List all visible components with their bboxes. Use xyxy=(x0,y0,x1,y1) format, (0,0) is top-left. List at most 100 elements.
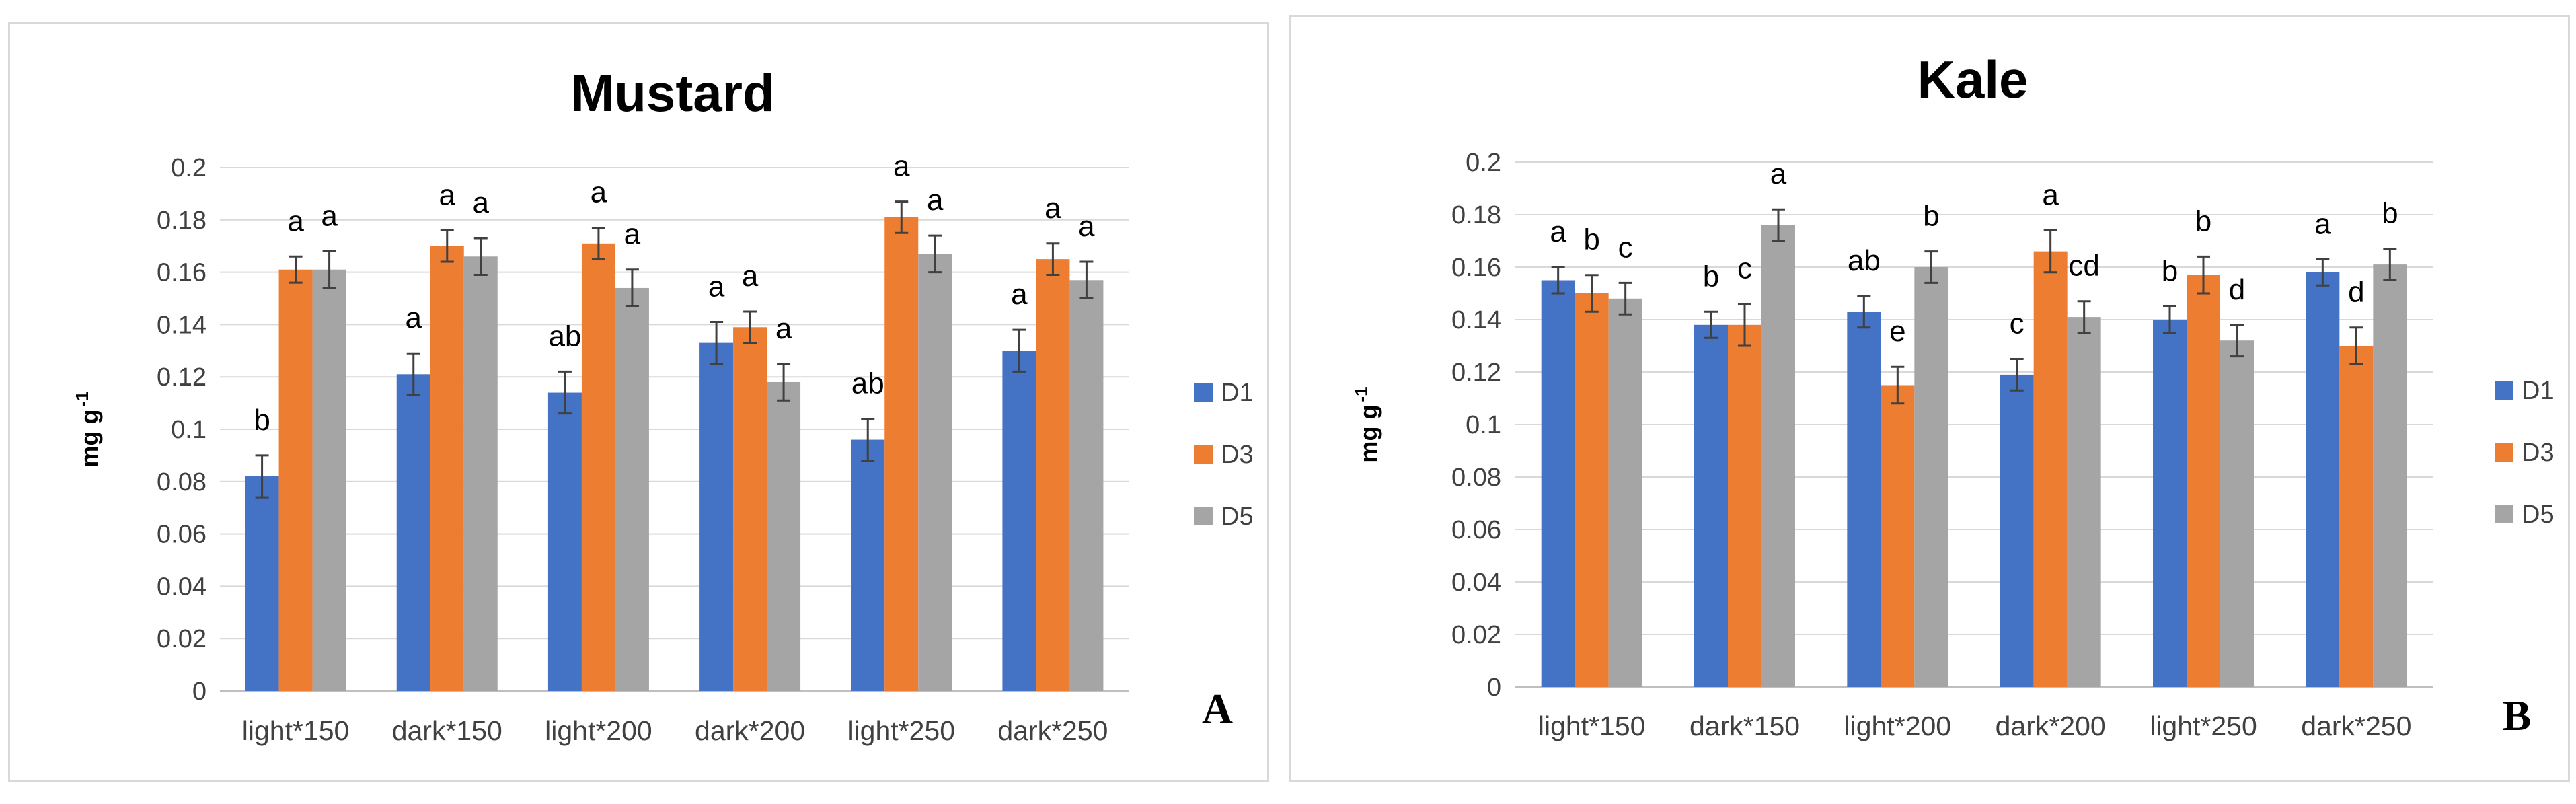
y-axis-label-main: mg g xyxy=(1355,405,1382,463)
x-category-label: light*250 xyxy=(2150,710,2257,741)
y-axis-label-superscript: -1 xyxy=(1351,386,1371,402)
significance-letter: a xyxy=(742,260,759,293)
significance-letter: c xyxy=(1618,231,1633,264)
y-tick-label: 0.02 xyxy=(157,625,206,653)
bar-d5-light-150 xyxy=(1608,298,1642,687)
y-tick-label: 0.1 xyxy=(171,416,206,444)
legend-swatch-d3 xyxy=(1194,445,1213,464)
y-axis-label-superscript: -1 xyxy=(72,391,92,406)
significance-letter: c xyxy=(1737,252,1752,285)
x-category-label: light*150 xyxy=(242,715,350,746)
y-tick-label: 0.04 xyxy=(1451,569,1501,597)
significance-letter: ab xyxy=(548,320,581,353)
bar-d3-dark-250 xyxy=(2339,346,2374,687)
mustard-chart: Mustard 0 0.02 0.04 0.06 0.08 0.1 0.12 0.14 0.16 0… xyxy=(72,63,1254,746)
y-tick-label: 0.08 xyxy=(157,468,206,497)
significance-letter: b xyxy=(254,404,270,437)
bar-d5-dark-250 xyxy=(2373,264,2407,688)
x-category-label: dark*200 xyxy=(1996,710,2106,741)
bar-d3-light-250 xyxy=(2187,275,2220,687)
bar-d3-light-150 xyxy=(278,269,313,692)
y-tick-label: 0 xyxy=(1487,673,1501,702)
bar-d5-dark-200 xyxy=(2067,317,2101,688)
bar-d1-light-250 xyxy=(851,439,885,691)
significance-letter: a xyxy=(473,186,490,219)
kale-chart: Kale 0 0.02 0.04 0.06 0.08 0.1 0.12 0.14 0.16 0.18… xyxy=(1351,50,2554,741)
kale-chart-panel: Kale 0 0.02 0.04 0.06 0.08 0.1 0.12 0.14 0.16 0.18… xyxy=(1289,15,2570,782)
x-category-label: dark*150 xyxy=(1690,710,1800,741)
panel-label: A xyxy=(1202,685,1233,733)
bar-d3-light-150 xyxy=(1575,293,1609,687)
significance-letter: ab xyxy=(1848,244,1881,277)
bar-d1-dark-150 xyxy=(1694,324,1728,687)
significance-letter: d xyxy=(2229,273,2245,306)
significance-letter: ab xyxy=(851,367,884,400)
bar-d1-light-200 xyxy=(1847,312,1881,687)
legend-swatch-d5 xyxy=(2495,505,2513,523)
y-tick-label: 0.16 xyxy=(157,259,206,287)
bar-d5-light-200 xyxy=(1914,267,1948,687)
bar-d1-dark-250 xyxy=(1002,351,1036,691)
y-tick-label: 0.18 xyxy=(157,207,206,235)
y-tick-label: 0 xyxy=(192,678,206,706)
legend-label-d1: D1 xyxy=(1221,379,1254,407)
significance-letter: a xyxy=(1011,278,1028,311)
bar-d3-light-200 xyxy=(1881,385,1915,687)
significance-letter: a xyxy=(1045,192,1061,225)
significance-letter: b xyxy=(1583,223,1599,256)
bar-d1-light-150 xyxy=(1541,280,1575,687)
x-category-label: dark*250 xyxy=(2301,710,2411,741)
bar-d5-light-200 xyxy=(615,287,649,691)
bar-d1-dark-250 xyxy=(2306,272,2340,687)
y-tick-label: 0.06 xyxy=(157,521,206,549)
bar-d3-dark-150 xyxy=(430,246,464,691)
legend-swatch-d1 xyxy=(1194,383,1213,402)
bar-d5-light-250 xyxy=(918,254,952,691)
x-category-label: light*200 xyxy=(545,715,652,746)
significance-letter: d xyxy=(2348,276,2364,309)
y-tick-label: 0.02 xyxy=(1451,621,1501,649)
significance-letter: b xyxy=(2195,205,2211,237)
significance-letter: a xyxy=(893,150,910,183)
legend-swatch-d3 xyxy=(2495,443,2513,462)
y-tick-label: 0.18 xyxy=(1451,201,1501,229)
significance-letter: a xyxy=(287,205,304,237)
significance-letter: b xyxy=(1703,260,1719,293)
legend-label-d5: D5 xyxy=(1221,503,1254,531)
bar-d3-light-250 xyxy=(884,217,919,691)
y-tick-label: 0.14 xyxy=(1451,306,1501,334)
significance-letter: a xyxy=(2314,207,2331,240)
bar-d3-dark-200 xyxy=(2033,251,2068,688)
x-category-label: dark*200 xyxy=(695,715,805,746)
significance-letter: a xyxy=(1770,157,1787,190)
y-tick-label: 0.04 xyxy=(157,573,206,601)
mustard-chart-panel: Mustard 0 0.02 0.04 0.06 0.08 0.1 0.12 0.14 0.16 0… xyxy=(8,22,1269,782)
bar-d1-dark-150 xyxy=(396,374,430,691)
bar-d5-dark-250 xyxy=(1069,280,1104,691)
bar-d1-light-250 xyxy=(2153,320,2187,687)
significance-letter: a xyxy=(2042,178,2059,211)
significance-letter: a xyxy=(927,184,944,217)
legend-swatch-d5 xyxy=(1194,507,1213,525)
legend-label-d5: D5 xyxy=(2522,501,2554,529)
significance-letter: a xyxy=(708,270,725,303)
y-tick-label: 0.12 xyxy=(157,363,206,392)
y-tick-label: 0.1 xyxy=(1466,411,1501,439)
significance-letter: b xyxy=(1923,200,1939,233)
panel-label: B xyxy=(2503,692,2532,739)
x-category-label: light*250 xyxy=(847,715,955,746)
y-tick-label: 0.14 xyxy=(157,311,206,339)
legend-swatch-d1 xyxy=(2495,381,2513,400)
y-axis-label: mg g -1 xyxy=(1351,386,1382,462)
bar-d5-dark-200 xyxy=(767,381,801,691)
chart-title: Kale xyxy=(1918,50,2029,109)
y-tick-label: 0.06 xyxy=(1451,516,1501,544)
x-category-label: dark*250 xyxy=(997,715,1108,746)
bar-d3-dark-150 xyxy=(1728,324,1761,687)
bar-d1-dark-200 xyxy=(2000,374,2034,687)
y-tick-label: 0.2 xyxy=(171,154,206,182)
y-axis-label: mg g -1 xyxy=(72,391,103,467)
legend-label-d1: D1 xyxy=(2522,377,2554,405)
bar-d5-light-150 xyxy=(312,269,346,692)
significance-letter: a xyxy=(591,176,607,209)
